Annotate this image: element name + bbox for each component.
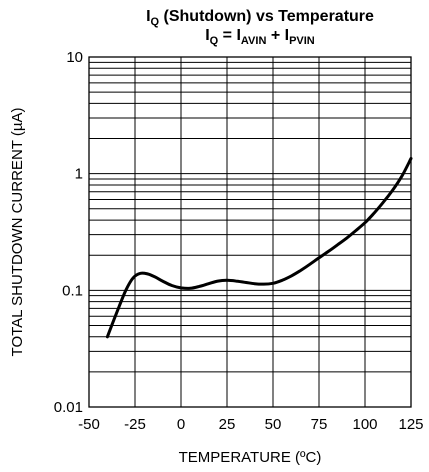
y-tick-label: 0.1 <box>62 282 83 299</box>
series-line <box>105 157 413 339</box>
x-tick-label: 100 <box>352 416 377 433</box>
x-tick-label: 50 <box>265 416 282 433</box>
tick-labels: -50 -25 0 25 50 75 100 125 0.01 0.1 1 10 <box>54 49 424 433</box>
x-tick-label: -25 <box>124 416 146 433</box>
x-tick-label: 75 <box>311 416 328 433</box>
x-tick-label: -50 <box>78 416 100 433</box>
chart-title-line1: IQ (Shutdown) vs Temperature <box>146 8 374 28</box>
y-axis-label: TOTAL SHUTDOWN CURRENT (µA) <box>9 108 26 357</box>
y-tick-label: 0.01 <box>54 399 83 416</box>
y-tick-label: 10 <box>66 49 83 66</box>
grid <box>88 57 412 408</box>
series-layer <box>105 157 413 339</box>
plot-frame <box>88 56 412 408</box>
x-axis-label: TEMPERATURE (ºC) <box>179 449 322 466</box>
y-tick-label: 1 <box>75 166 83 183</box>
x-tick-label: 125 <box>398 416 423 433</box>
x-tick-label: 25 <box>219 416 236 433</box>
chart-title-line2: IQ = IAVIN + IPVIN <box>205 27 315 47</box>
x-tick-label: 0 <box>177 416 185 433</box>
